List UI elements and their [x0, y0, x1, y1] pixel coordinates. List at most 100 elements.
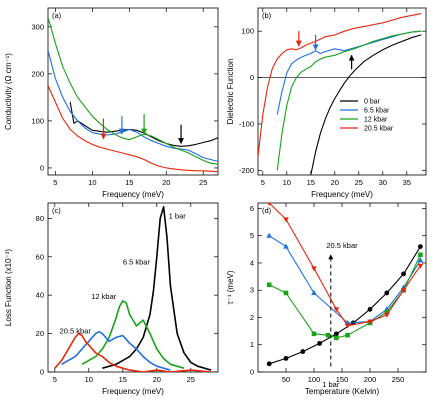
x-tick-label: 15 — [125, 178, 133, 187]
y-tick-label: 0 — [40, 368, 44, 377]
x-axis-label: Frequency (meV) — [102, 190, 164, 199]
data-point — [367, 306, 373, 312]
series-line-12-kbar — [61, 330, 171, 371]
annotation-6.5-kbar: 6.5 kbar — [123, 257, 151, 266]
y-tick-label: 100 — [31, 116, 44, 125]
x-axis-label: Frequency (meV) — [311, 190, 373, 199]
data-point — [401, 271, 406, 277]
y-tick-label: 20 — [36, 329, 44, 338]
x-tick-label: 15 — [119, 375, 127, 384]
x-tick-label: 10 — [85, 375, 93, 384]
data-point — [384, 312, 390, 318]
series-line-black — [69, 102, 218, 147]
data-point — [384, 290, 390, 296]
x-tick-label: 25 — [355, 178, 363, 187]
x-tick-label: 5 — [53, 375, 57, 384]
series-line-20-5-kbar — [268, 203, 421, 327]
x-tick-label: 30 — [379, 178, 387, 187]
series-line-blue — [48, 50, 218, 162]
data-point — [283, 217, 289, 223]
y-axis-label: Dielectric Function — [226, 59, 235, 125]
legend-entry: 0 bar — [364, 99, 381, 106]
series-line-6-5-kbar — [268, 235, 421, 324]
annotation-20-5-kbar: 20.5 kbar — [326, 241, 358, 250]
y-tick-label: 0 — [250, 368, 254, 377]
x-axis-label: Temperature (Kelvin) — [305, 387, 380, 396]
annotation-1-bar: 1 bar — [322, 380, 340, 389]
data-point — [267, 203, 271, 206]
y-axis-label: τ⁻¹ (meV) — [226, 270, 235, 304]
data-point — [266, 282, 272, 288]
y-tick-label: 80 — [36, 214, 44, 223]
series-line-6-5-kbar — [81, 300, 185, 369]
x-tick-label: 35 — [403, 178, 411, 187]
y-tick-label: 300 — [31, 22, 44, 31]
x-tick-label: 5 — [53, 178, 57, 187]
x-tick-label: 50 — [282, 375, 290, 384]
chart-panel-c: 5 10 15 20 25 0 20 40 60 80 Frequency (meV) Loss Fu… — [4, 202, 219, 396]
y-tick-label: 60 — [36, 252, 44, 261]
x-tick-label: 20 — [162, 178, 170, 187]
data-point — [311, 331, 317, 337]
series-line-1-bar — [269, 246, 421, 365]
plot-frame-d — [257, 202, 427, 373]
series-group — [48, 17, 218, 173]
x-tick-label: 100 — [308, 375, 321, 384]
data-point — [418, 252, 423, 258]
legend-entry: 12 kbar — [364, 117, 388, 124]
annotation-20.5-kbar: 20.5 kbar — [60, 327, 92, 336]
chart-panel-a: 5 10 15 20 25 0 100 200 300 Frequency (meV) Conduc… — [4, 7, 219, 199]
y-axis-label: Conductivity (Ω cm⁻¹) — [4, 53, 13, 130]
series-line-6-5-kbar — [276, 30, 422, 115]
annotation-1-bar: 1 bar — [169, 211, 187, 220]
panel-label-c: (c) — [52, 206, 61, 215]
y-tick-label: 1 — [250, 340, 254, 349]
data-point — [311, 289, 317, 295]
x-tick-label: 25 — [187, 375, 195, 384]
data-point — [400, 288, 407, 294]
x-tick-label: 250 — [392, 375, 405, 384]
y-tick-label: -100 — [239, 119, 254, 128]
chart-panel-d: 50 100 150 200 250 0 1 2 3 4 5 6 Temperature (Kelvin… — [226, 202, 427, 396]
data-point — [417, 257, 424, 263]
data-point — [367, 319, 373, 325]
x-tick-label: 15 — [307, 178, 315, 187]
panel-label-d: (d) — [262, 206, 272, 215]
series-line-12-kbar — [276, 30, 422, 171]
data-point — [283, 355, 289, 361]
y-tick-label: 0 — [250, 73, 254, 82]
chart-panel-b: 5 10 15 20 25 30 35 -200 -100 0 100 Frequency (meV)… — [226, 7, 427, 199]
y-tick-label: 3 — [250, 286, 254, 295]
x-tick-label: 5 — [261, 178, 265, 187]
data-point — [345, 332, 350, 338]
x-tick-label: 200 — [364, 375, 377, 384]
data-point — [384, 309, 390, 315]
legend-entry: 20.5 kbar — [364, 126, 394, 133]
y-axis-label: Loss Function (x10⁻³) — [4, 249, 13, 326]
panel-label-b: (b) — [262, 11, 272, 20]
x-axis-label: Frequency (meV) — [102, 387, 164, 396]
data-point — [344, 323, 351, 329]
x-tick-label: 25 — [199, 178, 207, 187]
annotation-12-kbar: 12 kbar — [91, 292, 117, 301]
series-line-green — [48, 17, 218, 165]
data-point — [417, 263, 424, 269]
y-tick-label: 6 — [250, 204, 254, 213]
series-group — [54, 206, 212, 372]
y-tick-label: 40 — [36, 291, 44, 300]
data-point — [334, 331, 339, 337]
data-point — [311, 266, 317, 272]
plot-frame-a — [47, 7, 219, 176]
x-tick-label: 10 — [88, 178, 96, 187]
panel-label-a: (a) — [52, 11, 62, 20]
x-tick-label: 10 — [283, 178, 291, 187]
data-point — [283, 243, 289, 249]
series-line-0-bar — [310, 34, 422, 175]
y-tick-label: 4 — [250, 258, 254, 267]
series-line-12-kbar — [268, 254, 421, 339]
data-point — [283, 290, 289, 296]
data-point — [266, 361, 272, 367]
plot-frame-b — [257, 7, 427, 176]
series-group — [266, 203, 424, 367]
